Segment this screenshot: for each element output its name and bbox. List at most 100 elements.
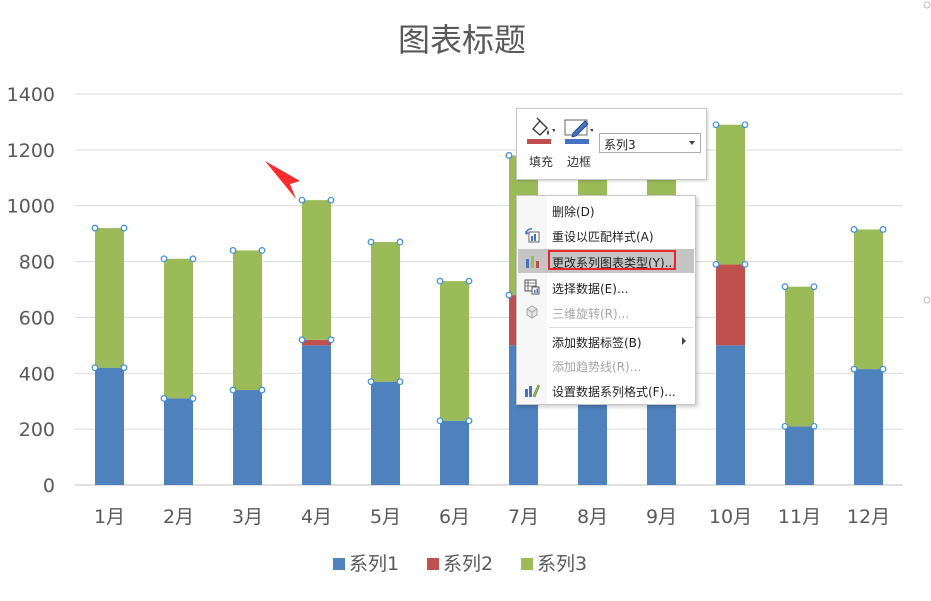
menu-item-label: 设置数据系列格式(F)... bbox=[552, 385, 676, 399]
selection-handle[interactable] bbox=[258, 386, 266, 394]
selection-handle[interactable] bbox=[465, 277, 473, 285]
legend-entry[interactable]: 系列1 bbox=[349, 553, 399, 575]
selection-handle[interactable] bbox=[505, 291, 513, 299]
selection-handle[interactable] bbox=[712, 121, 720, 129]
menu-item-add-data-labels[interactable]: 添加数据标签(B) bbox=[518, 329, 694, 353]
bar-segment[interactable] bbox=[233, 390, 262, 485]
chart-border-handle[interactable] bbox=[923, 296, 931, 304]
x-axis-labels[interactable]: 1月 2月 3月 4月 5月 6月 7月 8月 9月 10月 11月 12月 bbox=[94, 506, 890, 528]
series-select-value: 系列3 bbox=[604, 138, 636, 152]
menu-item-format-series[interactable]: 设置数据系列格式(F)... bbox=[518, 378, 694, 402]
selection-handle[interactable] bbox=[465, 417, 473, 425]
menu-item-reset-style[interactable]: 重设以匹配样式(A) bbox=[518, 223, 694, 247]
selection-handle[interactable] bbox=[160, 395, 168, 402]
plot-area[interactable] bbox=[95, 124, 883, 485]
gridlines bbox=[75, 93, 903, 486]
selection-handle[interactable] bbox=[505, 152, 513, 159]
legend-swatch[interactable] bbox=[333, 558, 345, 570]
bar-segment[interactable] bbox=[95, 228, 124, 368]
chart-title[interactable]: 图表标题 bbox=[398, 21, 526, 59]
selection-handle[interactable] bbox=[850, 365, 858, 373]
bar-segment[interactable] bbox=[302, 200, 331, 340]
menu-item-delete[interactable]: 删除(D) bbox=[518, 198, 694, 222]
x-tick-label: 4月 bbox=[301, 506, 332, 528]
selection-handle[interactable] bbox=[189, 395, 197, 402]
selection-handle[interactable] bbox=[741, 260, 749, 268]
selection-handle[interactable] bbox=[229, 246, 237, 254]
selection-handle[interactable] bbox=[367, 378, 375, 386]
bar-segment[interactable] bbox=[440, 281, 469, 421]
series-select[interactable]: 系列3 bbox=[599, 133, 701, 153]
selection-handle[interactable] bbox=[879, 226, 887, 233]
selection-handle[interactable] bbox=[91, 364, 99, 372]
selection-handle[interactable] bbox=[229, 386, 237, 394]
selection-handle[interactable] bbox=[781, 422, 789, 430]
selection-handle[interactable] bbox=[436, 277, 444, 285]
bar-segment[interactable] bbox=[716, 124, 745, 265]
bar-segment[interactable] bbox=[440, 420, 469, 485]
y-tick-label: 200 bbox=[19, 419, 55, 441]
bar-segment[interactable] bbox=[716, 264, 745, 346]
selection-handle[interactable] bbox=[436, 417, 444, 425]
selection-handle[interactable] bbox=[396, 378, 404, 386]
legend-entry[interactable]: 系列2 bbox=[443, 553, 493, 575]
selection-handle[interactable] bbox=[879, 365, 887, 373]
menu-item-change-chart-type[interactable]: 更改系列图表类型(Y)... bbox=[518, 249, 694, 273]
selection-handle[interactable] bbox=[327, 336, 335, 344]
y-axis-labels[interactable]: 0 200 400 600 800 1000 1200 1400 bbox=[7, 84, 55, 497]
legend-swatch[interactable] bbox=[521, 558, 533, 570]
selection-handle[interactable] bbox=[810, 283, 818, 291]
bar-segment[interactable] bbox=[785, 286, 814, 427]
chevron-right-icon bbox=[682, 337, 686, 345]
menu-item-3d-rotation[interactable]: 三维旋转(R)... bbox=[518, 300, 694, 324]
bar-segment[interactable] bbox=[95, 367, 124, 485]
border-button[interactable]: 边框 bbox=[559, 115, 599, 173]
legend[interactable]: 系列1 系列2 系列3 bbox=[333, 553, 587, 575]
selection-handle[interactable] bbox=[120, 364, 128, 372]
x-tick-label: 11月 bbox=[778, 506, 821, 528]
bar-segment[interactable] bbox=[371, 242, 400, 382]
selection-handle[interactable] bbox=[741, 121, 749, 129]
menu-item-add-trendline[interactable]: 添加趋势线(R)... bbox=[518, 353, 694, 377]
paint-bucket-icon bbox=[527, 117, 555, 144]
bar-segment[interactable] bbox=[164, 398, 193, 485]
x-tick-label: 12月 bbox=[847, 506, 890, 528]
x-tick-label: 7月 bbox=[508, 506, 539, 528]
bar-segment[interactable] bbox=[302, 345, 331, 485]
selection-handle[interactable] bbox=[367, 238, 375, 246]
selection-handle[interactable] bbox=[258, 246, 266, 254]
selection-handle[interactable] bbox=[810, 422, 818, 430]
selection-handle[interactable] bbox=[712, 260, 720, 268]
x-tick-label: 2月 bbox=[163, 506, 194, 528]
selection-handle[interactable] bbox=[850, 226, 858, 233]
context-menu: 删除(D) 重设以匹配样式(A) 更改系列图表类型(Y)... 选择数据(E).… bbox=[516, 195, 696, 405]
selection-handles[interactable] bbox=[91, 121, 887, 430]
fill-button[interactable]: 填充 bbox=[521, 115, 561, 173]
selection-handle[interactable] bbox=[189, 255, 197, 263]
bar-segment[interactable] bbox=[371, 381, 400, 485]
bar-segment[interactable] bbox=[854, 229, 883, 370]
bar-segment[interactable] bbox=[302, 339, 331, 346]
legend-entry[interactable]: 系列3 bbox=[537, 553, 587, 575]
chart-border-handle[interactable] bbox=[923, 1, 931, 9]
selection-handle[interactable] bbox=[396, 238, 404, 246]
selection-handle[interactable] bbox=[298, 196, 306, 204]
menu-item-select-data[interactable]: 选择数据(E)... bbox=[518, 275, 694, 299]
selection-handle[interactable] bbox=[160, 255, 168, 263]
bar-segment[interactable] bbox=[164, 258, 193, 399]
selection-handle[interactable] bbox=[120, 224, 128, 232]
bar-segment[interactable] bbox=[233, 250, 262, 391]
selection-handle[interactable] bbox=[298, 336, 306, 344]
selection-handle[interactable] bbox=[327, 196, 335, 204]
highlight-box bbox=[548, 250, 676, 270]
selection-handle[interactable] bbox=[91, 224, 99, 232]
bar-segment[interactable] bbox=[854, 369, 883, 485]
bar-segment[interactable] bbox=[716, 345, 745, 485]
legend-swatch[interactable] bbox=[427, 558, 439, 570]
menu-separator bbox=[549, 327, 693, 328]
bar-segment[interactable] bbox=[785, 426, 814, 485]
x-tick-label: 3月 bbox=[232, 506, 263, 528]
format-series-icon bbox=[525, 384, 540, 398]
selection-handle[interactable] bbox=[781, 283, 789, 291]
